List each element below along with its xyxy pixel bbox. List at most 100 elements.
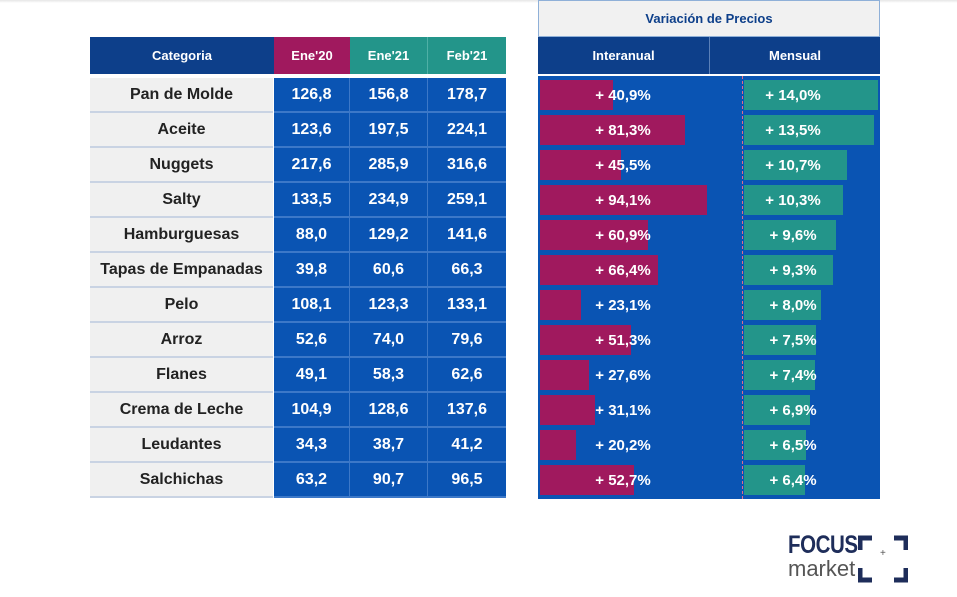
category-cell: Arroz: [90, 323, 273, 358]
ene21-cell: 129,2: [350, 218, 428, 253]
interanual-label: + 45,5%: [595, 157, 651, 174]
ene20-cell: 49,1: [274, 358, 350, 393]
mensual-bar: [744, 255, 834, 285]
category-cell: Pan de Molde: [90, 78, 273, 113]
mensual-label: + 9,6%: [769, 227, 817, 244]
variation-panel: [538, 76, 880, 499]
ene20-cell: 63,2: [274, 463, 350, 498]
zero-line: [742, 76, 743, 499]
category-cell: Salty: [90, 183, 273, 218]
focus-market-logo: FOCUS market +: [788, 531, 908, 583]
ene21-cell: 74,0: [350, 323, 428, 358]
interanual-label: + 51,3%: [595, 332, 651, 349]
interanual-label: + 94,1%: [595, 192, 651, 209]
mensual-bar: [744, 465, 806, 495]
mensual-bar: [744, 395, 811, 425]
ene21-cell: 234,9: [350, 183, 428, 218]
mensual-bar: [744, 150, 847, 180]
mensual-label: + 9,3%: [769, 262, 817, 279]
mensual-bar: [744, 115, 874, 145]
interanual-bar: [540, 185, 708, 215]
interanual-bar: [540, 255, 659, 285]
interanual-bar: [540, 115, 685, 145]
interanual-bar: [540, 430, 576, 460]
interanual-bar: [540, 290, 582, 320]
header-feb21: Feb'21: [428, 37, 506, 74]
mensual-label: + 8,0%: [769, 297, 817, 314]
feb21-cell: 133,1: [428, 288, 506, 323]
category-cell: Aceite: [90, 113, 273, 148]
interanual-bar: [540, 80, 613, 110]
interanual-label: + 27,6%: [595, 367, 651, 384]
mensual-bar: [744, 185, 843, 215]
interanual-bar: [540, 150, 621, 180]
header-categoria: Categoria: [90, 37, 274, 74]
mensual-bar: [744, 360, 816, 390]
mensual-label: + 10,7%: [765, 157, 821, 174]
category-cell: Tapas de Empanadas: [90, 253, 273, 288]
logo-text-market: market: [788, 556, 856, 581]
feb21-cell: 316,6: [428, 148, 506, 183]
feb21-cell: 41,2: [428, 428, 506, 463]
feb21-cell: 79,6: [428, 323, 506, 358]
interanual-bar: [540, 325, 632, 355]
mensual-bar: [744, 290, 821, 320]
category-cell: Leudantes: [90, 428, 273, 463]
ene20-cell: 88,0: [274, 218, 350, 253]
ene20-cell: 34,3: [274, 428, 350, 463]
feb21-cell: 96,5: [428, 463, 506, 498]
interanual-bar: [540, 360, 590, 390]
header-ene20: Ene'20: [274, 37, 350, 74]
mensual-label: + 7,4%: [769, 367, 817, 384]
interanual-label: + 23,1%: [595, 297, 651, 314]
ene20-cell: 126,8: [274, 78, 350, 113]
mensual-bar: [744, 80, 879, 110]
feb21-cell: 141,6: [428, 218, 506, 253]
category-cell: Crema de Leche: [90, 393, 273, 428]
category-cell: Hamburguesas: [90, 218, 273, 253]
mensual-bar: [744, 220, 837, 250]
interanual-label: + 60,9%: [595, 227, 651, 244]
mensual-bar: [744, 430, 807, 460]
interanual-label: + 40,9%: [595, 87, 651, 104]
interanual-label: + 20,2%: [595, 437, 651, 454]
mensual-label: + 6,5%: [769, 437, 817, 454]
mensual-label: + 10,3%: [765, 192, 821, 209]
ene20-cell: 39,8: [274, 253, 350, 288]
group-header-variacion: Variación de Precios: [538, 0, 880, 37]
interanual-label: + 52,7%: [595, 472, 651, 489]
ene20-cell: 52,6: [274, 323, 350, 358]
ene20-cell: 217,6: [274, 148, 350, 183]
ene21-cell: 156,8: [350, 78, 428, 113]
ene21-cell: 123,3: [350, 288, 428, 323]
category-cell: Salchichas: [90, 463, 273, 498]
feb21-cell: 224,1: [428, 113, 506, 148]
mensual-label: + 7,5%: [769, 332, 817, 349]
mensual-label: + 6,4%: [769, 472, 817, 489]
interanual-bar: [540, 465, 634, 495]
mensual-label: + 13,5%: [765, 122, 821, 139]
ene21-cell: 128,6: [350, 393, 428, 428]
ene21-cell: 58,3: [350, 358, 428, 393]
ene21-cell: 60,6: [350, 253, 428, 288]
mensual-label: + 14,0%: [765, 87, 821, 104]
feb21-cell: 259,1: [428, 183, 506, 218]
interanual-label: + 31,1%: [595, 402, 651, 419]
header-ene21: Ene'21: [350, 37, 428, 74]
focus-frame-icon: +: [858, 535, 908, 583]
ene20-cell: 104,9: [274, 393, 350, 428]
top-divider: [0, 0, 957, 3]
ene20-cell: 123,6: [274, 113, 350, 148]
header-interanual: Interanual: [538, 37, 710, 74]
feb21-cell: 62,6: [428, 358, 506, 393]
header-mensual: Mensual: [710, 37, 880, 74]
feb21-cell: 178,7: [428, 78, 506, 113]
category-cell: Nuggets: [90, 148, 273, 183]
mensual-bar: [744, 325, 816, 355]
interanual-bar: [540, 220, 649, 250]
feb21-cell: 137,6: [428, 393, 506, 428]
feb21-cell: 66,3: [428, 253, 506, 288]
interanual-bar: [540, 395, 596, 425]
category-cell: Pelo: [90, 288, 273, 323]
logo-text-focus: FOCUS: [788, 531, 858, 559]
